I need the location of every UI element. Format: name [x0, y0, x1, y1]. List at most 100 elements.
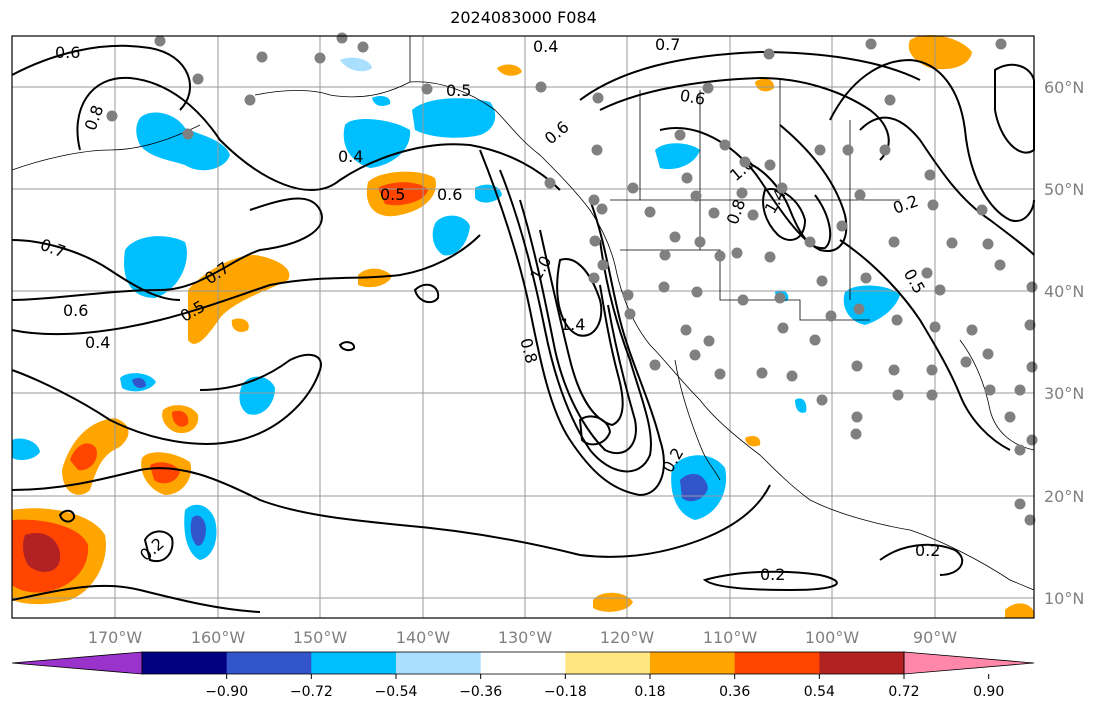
station-dot: [1026, 281, 1038, 293]
station-dot: [764, 159, 776, 171]
station-dot: [708, 207, 720, 219]
contour-line: [58, 509, 76, 523]
contour-line: [11, 239, 181, 301]
contour-line: [413, 283, 440, 304]
blue-region: [432, 215, 470, 256]
contour-line: [76, 76, 561, 191]
contour-line: [11, 353, 322, 445]
colorbar-extend-high: [903, 651, 1035, 675]
station-dot: [421, 83, 433, 95]
colorbar-tick-label: 0.72: [888, 684, 919, 700]
station-dot: [689, 349, 701, 361]
station-dot: [776, 182, 788, 194]
colorbar-tick-label: 0.90: [973, 684, 1004, 700]
station-dot: [357, 41, 369, 53]
lon-tick-label: 110°W: [703, 628, 758, 647]
station-dot: [719, 139, 731, 151]
station-dot: [680, 324, 692, 336]
colorbar-segment: [311, 652, 397, 674]
station-dot: [1014, 498, 1026, 510]
station-dot: [644, 206, 656, 218]
station-dot: [825, 310, 837, 322]
station-dot: [714, 250, 726, 262]
lat-tick-label: 50°N: [1044, 180, 1084, 199]
station-dot: [777, 322, 789, 334]
baja-coastline: [674, 359, 721, 481]
colorbar-segment: [142, 652, 228, 674]
station-dot: [756, 367, 768, 379]
contour-line: [556, 258, 603, 337]
latitude-tick-labels: 60°N 50°N 40°N 30°N 20°N 10°N: [1044, 78, 1084, 608]
coastline: [409, 36, 1035, 591]
contour-line: [479, 149, 665, 497]
contour-line: [739, 159, 832, 250]
contour-label: 0.2: [760, 565, 785, 584]
red-region: [70, 443, 97, 471]
blue-region: [372, 96, 391, 106]
colorbar-tick-label: −0.90: [205, 684, 248, 700]
blue-region: [12, 438, 40, 460]
contour-line: [11, 584, 261, 613]
contour-label: 0.5: [446, 81, 471, 100]
station-dot: [624, 308, 636, 320]
colorbar-segment: [734, 652, 820, 674]
blue-region: [124, 236, 187, 298]
blue-region: [795, 398, 807, 413]
station-dot: [736, 187, 748, 199]
contour-line: [11, 234, 481, 336]
station-dot: [814, 144, 826, 156]
station-dot: [731, 247, 743, 259]
map-title: 2024083000 F084: [450, 8, 597, 27]
lon-tick-label: 120°W: [600, 628, 655, 647]
station-dot: [694, 236, 706, 248]
station-dot: [597, 259, 609, 271]
station-dot: [960, 356, 972, 368]
station-dot: [659, 249, 671, 261]
contour-label: 0.4: [533, 37, 558, 56]
station-dot: [927, 199, 939, 211]
station-dot: [627, 182, 639, 194]
station-dot: [763, 48, 775, 60]
station-dot: [544, 177, 556, 189]
contour-line: [839, 239, 1011, 451]
blue-region: [343, 118, 411, 168]
colorbar-tick-label: −0.18: [544, 684, 587, 700]
contour-line: [11, 467, 771, 558]
station-dot: [976, 204, 988, 216]
blue-region: [655, 143, 700, 170]
contour-line: [829, 58, 1035, 222]
station-dot: [786, 370, 798, 382]
lat-tick-label: 40°N: [1044, 282, 1084, 301]
contour-line: [879, 543, 964, 576]
blue-region: [239, 376, 275, 415]
orange-region: [755, 78, 775, 92]
lon-tick-label: 160°W: [191, 628, 246, 647]
colorbar: −0.90 −0.72 −0.54 −0.36 −0.18 0.18 0.36 0.54 0.7…: [11, 651, 1035, 700]
station-markers: [106, 32, 1038, 526]
colorbar-segment: [396, 652, 482, 674]
station-dot: [929, 321, 941, 333]
longitude-tick-labels: 170°W 160°W 150°W 140°W 130°W 120°W 110°W 100°W…: [88, 628, 957, 647]
lon-tick-label: 170°W: [88, 628, 143, 647]
contour-line: [499, 169, 652, 473]
station-dot: [995, 38, 1007, 50]
aleutian-coastline: [11, 124, 201, 171]
contour-line: [519, 199, 637, 455]
deep-blue-region: [132, 378, 146, 388]
contour-line: [599, 76, 890, 161]
lon-tick-label: 90°W: [913, 628, 957, 647]
contour-label: 0.5: [380, 185, 405, 204]
station-dot: [591, 144, 603, 156]
station-dot: [747, 209, 759, 221]
station-dot: [314, 52, 326, 64]
contour-line: [702, 570, 838, 592]
station-dot: [946, 237, 958, 249]
colorbar-extend-low: [11, 651, 143, 675]
station-dot: [588, 272, 600, 284]
lon-tick-label: 100°W: [805, 628, 860, 647]
colorbar-tick-label: −0.72: [290, 684, 333, 700]
station-dot: [994, 259, 1006, 271]
station-dot: [592, 92, 604, 104]
lat-tick-label: 60°N: [1044, 78, 1084, 97]
